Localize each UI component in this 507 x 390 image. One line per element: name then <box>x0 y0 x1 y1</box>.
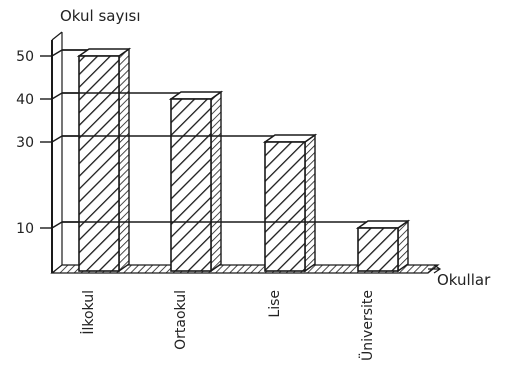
x-category-label: Ortaokul <box>173 290 189 350</box>
y-tick-label: 10 <box>16 221 34 237</box>
x-axis-arrow <box>428 264 442 274</box>
gridline-join-10 <box>51 221 63 229</box>
bar-front <box>78 55 120 272</box>
bar-side <box>210 90 222 273</box>
bar-3 <box>62 219 411 273</box>
bar-top <box>355 220 411 229</box>
bar-side <box>397 219 409 273</box>
bar-0 <box>62 47 132 273</box>
x-axis-label: Okullar <box>437 271 491 289</box>
y-axis-label: Okul sayısı <box>60 7 141 25</box>
bar-top <box>76 48 132 57</box>
gridline-join-30 <box>51 135 63 143</box>
bar-2 <box>62 133 318 273</box>
x-axis-floor <box>50 264 440 274</box>
gridline-join-50 <box>51 49 63 57</box>
y-tick-label: 50 <box>16 49 34 65</box>
y-axis-top <box>51 31 63 41</box>
x-category-labels: İlkokul Ortaokul Lise Üniversite <box>79 290 376 361</box>
bar-top <box>262 134 318 143</box>
bar-front <box>170 98 212 272</box>
gridline-join-40 <box>51 92 63 100</box>
y-tick-label: 40 <box>16 92 34 108</box>
bar-top <box>168 91 224 100</box>
y-tick-labels: 10 30 40 50 <box>16 49 34 237</box>
bar-side <box>118 47 130 273</box>
bar-1 <box>62 90 224 273</box>
bars <box>62 47 411 273</box>
axes <box>50 31 442 274</box>
bar-front <box>264 141 306 272</box>
y-tick-label: 30 <box>16 135 34 151</box>
x-category-label: İlkokul <box>79 290 97 335</box>
x-category-label: Lise <box>267 290 283 318</box>
bar-front <box>357 227 399 272</box>
x-category-label: Üniversite <box>358 290 376 361</box>
bar-side <box>304 133 316 273</box>
